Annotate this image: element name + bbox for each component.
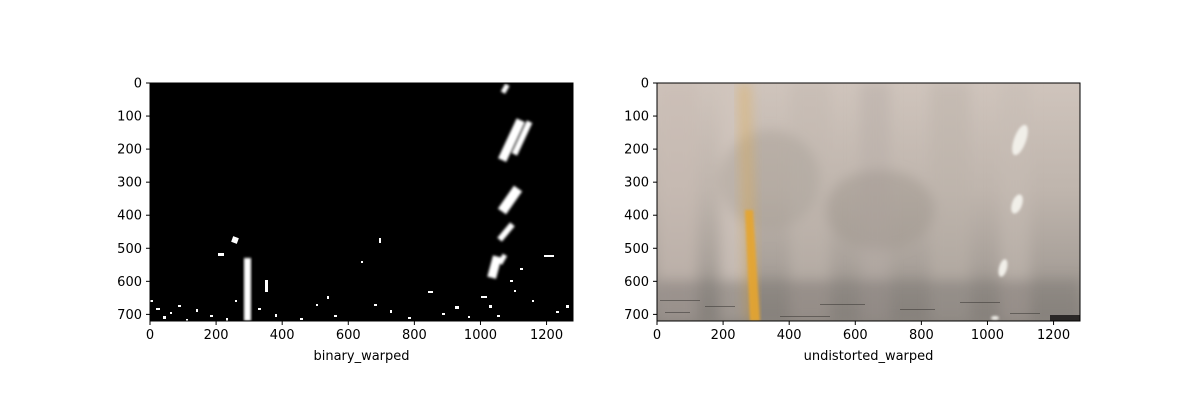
y-tick-label: 200 <box>117 143 142 158</box>
right-lane-dash-lower <box>497 222 515 242</box>
x-tick-label: 800 <box>909 328 934 343</box>
y-tick-label: 500 <box>117 242 142 257</box>
left-lane-speck-b <box>265 280 268 292</box>
y-tick-label: 100 <box>624 110 649 125</box>
y-tick-label: 400 <box>117 209 142 224</box>
binary-warped-panel <box>149 82 574 322</box>
axes-layer: 0 200 400 600 800 1000 12000100200300400500600… <box>117 77 1070 344</box>
y-tick-label: 600 <box>624 275 649 290</box>
left-lane-speck <box>218 253 224 256</box>
y-tick-label: 0 <box>134 77 142 92</box>
y-tick-label: 200 <box>624 143 649 158</box>
binary-warped-marks <box>150 83 569 321</box>
x-tick-label: 400 <box>777 328 802 343</box>
x-axis-label-right: undistorted_warped <box>804 349 934 364</box>
undistorted-warped-marks <box>657 83 1080 321</box>
right-lane-dash-bottom <box>487 255 502 279</box>
y-tick-label: 600 <box>117 275 142 290</box>
yellow-left-lane-line-core <box>745 210 760 321</box>
x-tick-label: 1000 <box>971 328 1004 343</box>
x-tick-label: 1000 <box>464 328 497 343</box>
y-tick-label: 700 <box>117 308 142 323</box>
y-tick-label: 100 <box>117 110 142 125</box>
white-right-lane-dash-lower <box>998 259 1008 277</box>
x-tick-label: 800 <box>402 328 427 343</box>
x-tick-label: 600 <box>843 328 868 343</box>
right-lane-dashes <box>487 83 533 279</box>
y-tick-label: 400 <box>624 209 649 224</box>
y-tick-label: 500 <box>624 242 649 257</box>
x-axis-label-left: binary_warped <box>313 349 409 364</box>
x-tick-label: 1200 <box>1037 328 1070 343</box>
x-tick-label: 0 <box>146 328 154 343</box>
right-lane-dash-bottom-b <box>497 253 508 265</box>
y-tick-label: 300 <box>624 176 649 191</box>
binary-warped-frame <box>149 82 574 322</box>
x-tick-label: 400 <box>270 328 295 343</box>
x-tick-label: 200 <box>204 328 229 343</box>
right-lane-dash-upper <box>498 118 525 163</box>
right-lane-dash-upper-b <box>511 120 533 156</box>
left-lane-line <box>244 258 251 321</box>
road-texture <box>657 83 1080 321</box>
right-lane-dash-top <box>500 83 510 94</box>
undistorted-warped-frame <box>656 82 1081 322</box>
x-tick-label: 0 <box>653 328 661 343</box>
y-tick-label: 300 <box>117 176 142 191</box>
left-lane-top-speck <box>231 236 239 244</box>
white-right-lane-dashes <box>991 124 1028 320</box>
road-bottom-dark-corner <box>1050 315 1080 321</box>
x-tick-label: 1200 <box>530 328 563 343</box>
x-tick-label: 200 <box>711 328 736 343</box>
y-tick-label: 700 <box>624 308 649 323</box>
right-lane-dash-middle <box>497 185 523 215</box>
y-tick-label: 0 <box>641 77 649 92</box>
x-tick-label: 600 <box>336 328 361 343</box>
white-right-lane-dash-middle <box>1011 194 1023 214</box>
undistorted-warped-panel <box>656 82 1081 322</box>
white-right-lane-dash-bottom <box>991 316 999 320</box>
road-bottom-texture <box>660 300 1040 317</box>
binary-speckle <box>150 238 569 321</box>
white-right-lane-dash-upper <box>1012 124 1028 156</box>
